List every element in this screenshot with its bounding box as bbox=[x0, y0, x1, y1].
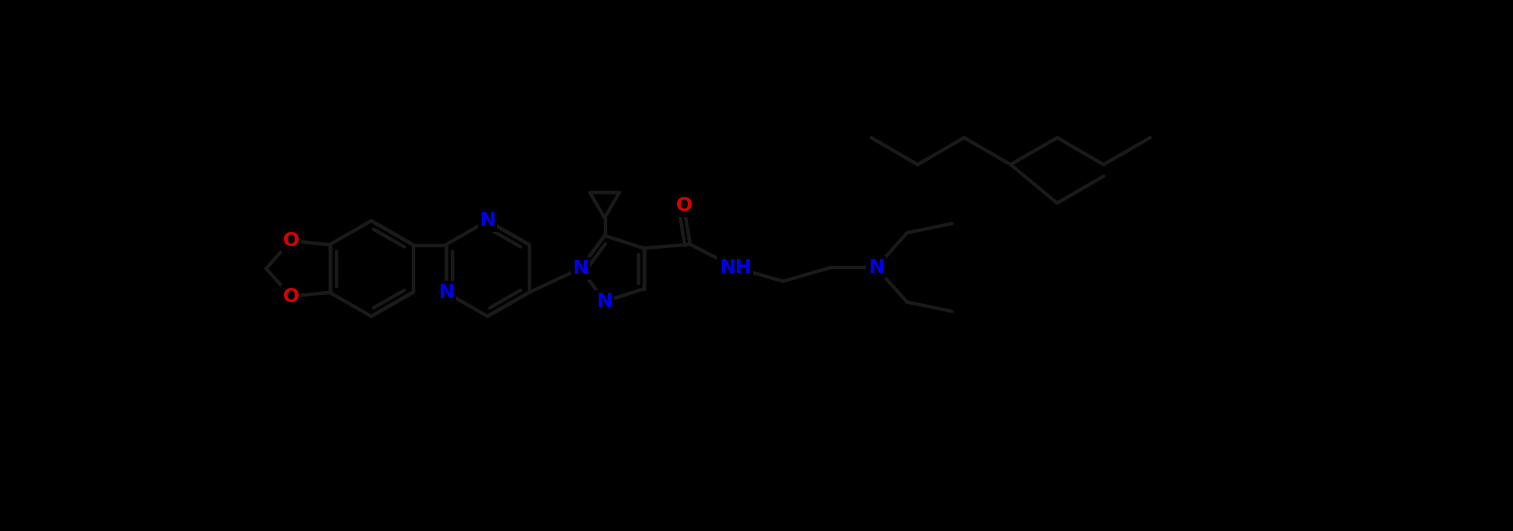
Text: O: O bbox=[676, 196, 693, 216]
Text: N: N bbox=[596, 292, 613, 311]
Text: N: N bbox=[480, 211, 496, 230]
Text: NH: NH bbox=[719, 258, 752, 277]
Text: N: N bbox=[572, 259, 589, 278]
Text: N: N bbox=[437, 283, 454, 302]
Text: N: N bbox=[868, 258, 884, 277]
Text: O: O bbox=[283, 232, 300, 250]
Text: O: O bbox=[283, 287, 300, 306]
